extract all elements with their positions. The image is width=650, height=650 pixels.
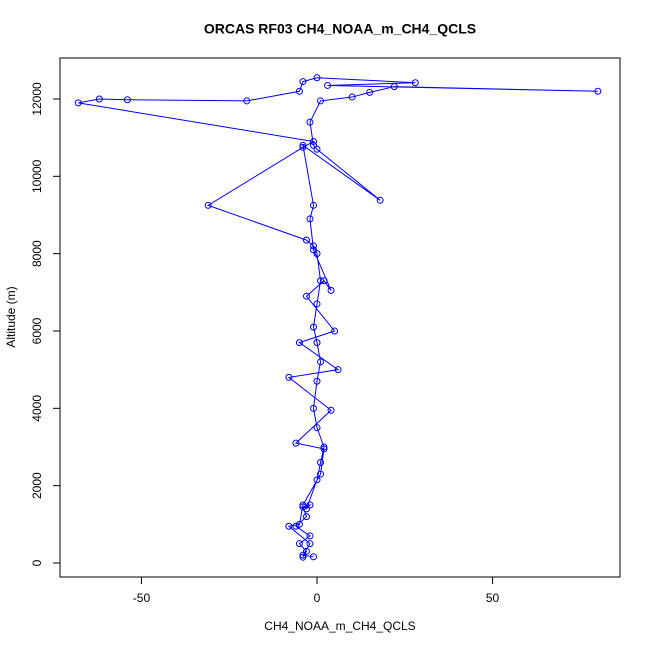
point (299, 553, 307, 561)
point (594, 87, 602, 95)
y-tick-label: 10000 (30, 159, 44, 193)
point (295, 520, 303, 528)
point (306, 540, 314, 548)
point (243, 97, 251, 105)
x-tick-label: -50 (133, 591, 151, 605)
point (285, 373, 293, 381)
point (411, 79, 419, 87)
point (320, 445, 328, 453)
point (376, 196, 384, 204)
point (313, 250, 321, 258)
point (313, 424, 321, 432)
point (299, 501, 307, 509)
point (306, 501, 314, 509)
x-tick-label: 0 (314, 591, 321, 605)
point (313, 74, 321, 82)
point (309, 404, 317, 412)
point (302, 547, 310, 555)
point (309, 201, 317, 209)
point (390, 83, 398, 91)
point (295, 87, 303, 95)
point (348, 93, 356, 101)
point (327, 286, 335, 294)
point (306, 532, 314, 540)
y-tick-label: 8000 (30, 240, 44, 267)
y-tick-label: 4000 (30, 395, 44, 422)
point (302, 505, 310, 513)
point (299, 143, 307, 151)
point (302, 513, 310, 521)
x-tick-label: 50 (486, 591, 500, 605)
point (299, 503, 307, 511)
point (306, 215, 314, 223)
point (309, 323, 317, 331)
point (306, 118, 314, 126)
point (123, 96, 131, 104)
point (74, 99, 82, 107)
point (313, 476, 321, 484)
y-tick-label: 0 (30, 559, 44, 566)
point (285, 522, 293, 530)
point (292, 522, 300, 530)
point (317, 470, 325, 478)
point (302, 292, 310, 300)
x-axis-label: CH4_NOAA_m_CH4_QCLS (264, 619, 415, 633)
point (299, 78, 307, 86)
point (334, 366, 342, 374)
y-axis-label: Altitude (m) (4, 286, 18, 347)
point (317, 458, 325, 466)
point (313, 377, 321, 385)
point (295, 339, 303, 347)
point (331, 327, 339, 335)
point (295, 540, 303, 548)
point (302, 236, 310, 244)
point (309, 553, 317, 561)
point (299, 551, 307, 559)
point (309, 246, 317, 254)
chart-title: ORCAS RF03 CH4_NOAA_m_CH4_QCLS (204, 21, 476, 37)
point (317, 277, 325, 285)
plot-frame (59, 57, 621, 578)
point (317, 358, 325, 366)
point (313, 300, 321, 308)
y-tick-label: 2000 (30, 472, 44, 499)
point (309, 141, 317, 149)
point (324, 81, 332, 89)
point (320, 443, 328, 451)
point (313, 339, 321, 347)
point (292, 439, 300, 447)
point (204, 201, 212, 209)
point (327, 406, 335, 414)
point (317, 97, 325, 105)
y-tick-label: 6000 (30, 317, 44, 344)
point (95, 95, 103, 103)
point (309, 242, 317, 250)
point (313, 145, 321, 153)
line (78, 77, 598, 558)
point (366, 88, 374, 96)
point (309, 138, 317, 146)
point (299, 141, 307, 149)
point (320, 277, 328, 285)
y-tick-label: 12000 (30, 82, 44, 116)
